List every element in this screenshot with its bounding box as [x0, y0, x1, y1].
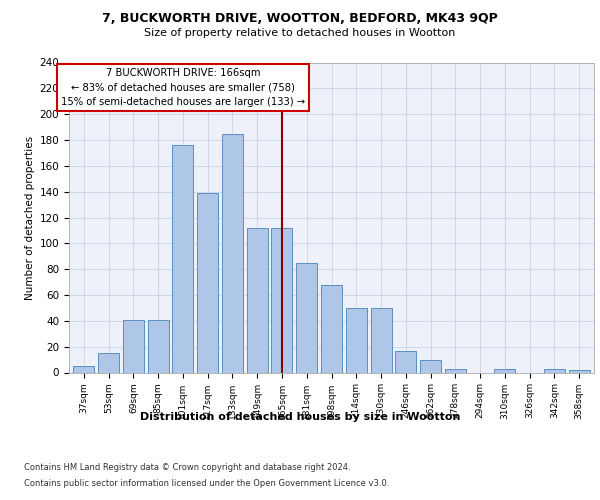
Bar [346, 308, 367, 372]
Bar [371, 308, 392, 372]
Text: 7 BUCKWORTH DRIVE: 166sqm
← 83% of detached houses are smaller (758)
15% of semi: 7 BUCKWORTH DRIVE: 166sqm ← 83% of detac… [61, 68, 305, 108]
Text: Distribution of detached houses by size in Wootton: Distribution of detached houses by size … [140, 412, 460, 422]
Bar [296, 262, 317, 372]
Text: Contains HM Land Registry data © Crown copyright and database right 2024.: Contains HM Land Registry data © Crown c… [24, 462, 350, 471]
Bar [247, 228, 268, 372]
Bar [271, 228, 292, 372]
Bar [148, 320, 169, 372]
Bar [123, 320, 144, 372]
Bar [222, 134, 243, 372]
Bar [569, 370, 590, 372]
Bar [321, 284, 342, 372]
Bar [445, 368, 466, 372]
Text: Contains public sector information licensed under the Open Government Licence v3: Contains public sector information licen… [24, 479, 389, 488]
Bar [197, 193, 218, 372]
Bar [420, 360, 441, 372]
Bar [544, 368, 565, 372]
Text: Size of property relative to detached houses in Wootton: Size of property relative to detached ho… [145, 28, 455, 38]
Bar [395, 350, 416, 372]
Bar [494, 368, 515, 372]
Bar [172, 145, 193, 372]
Text: 7, BUCKWORTH DRIVE, WOOTTON, BEDFORD, MK43 9QP: 7, BUCKWORTH DRIVE, WOOTTON, BEDFORD, MK… [102, 12, 498, 26]
Bar [73, 366, 94, 372]
Bar [98, 353, 119, 372]
Y-axis label: Number of detached properties: Number of detached properties [25, 136, 35, 300]
